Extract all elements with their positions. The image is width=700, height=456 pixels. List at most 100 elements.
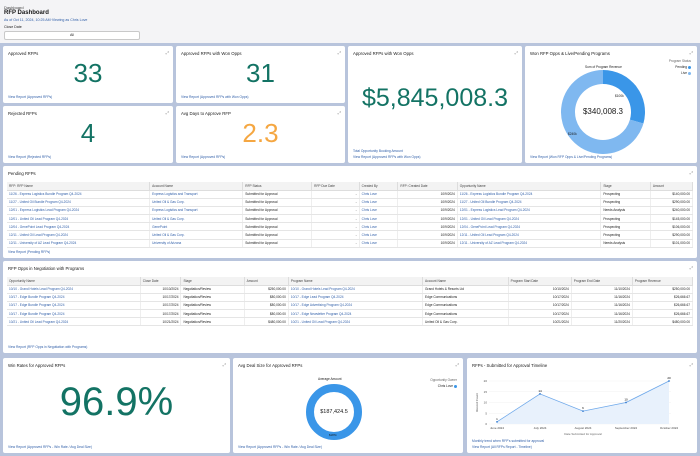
as-of-link[interactable]: As of Oct 11, 2024, 10:25 AM·Viewing as …: [4, 18, 88, 22]
table-cell-link[interactable]: 12/01 - United Oil Lead Program Q4-2024: [7, 214, 151, 224]
table-cell-link[interactable]: 10/17 - Edge Newsletter Program Q4-2024: [288, 309, 424, 319]
view-report-link[interactable]: View Report (Rejected RFPs): [8, 155, 52, 159]
metric-value: 31: [246, 58, 275, 88]
table-cell-link[interactable]: United Oil & Gas Corp.: [149, 198, 244, 207]
data-point[interactable]: [496, 420, 498, 423]
table-cell: $80,000.00: [244, 301, 289, 311]
column-header[interactable]: Program Name: [288, 277, 424, 286]
table-cell-link[interactable]: 12/11 - United Oil Lead Program Q4-2024: [7, 230, 151, 240]
table-cell-link[interactable]: 12/04 - GenePoint Lead Program Q4-2024: [7, 222, 151, 232]
table-cell-link[interactable]: 10/17 - Edge Lead Program Q4-2024: [288, 293, 424, 302]
table-cell-link[interactable]: Chris Love: [359, 206, 399, 216]
table-cell-link[interactable]: 10/17 - Edge Bundle Program Q4-2024: [7, 301, 141, 311]
view-report-link[interactable]: View Report (Approved RFPs): [8, 95, 53, 99]
table-cell-link[interactable]: 12/01 - United Oil Lead Program Q4-2024: [457, 214, 602, 224]
expand-icon[interactable]: ⤢: [165, 110, 169, 115]
table-cell-link[interactable]: 12/01 - Express Logistics Lead Program Q…: [457, 206, 602, 216]
data-point[interactable]: [539, 393, 541, 395]
table-cell-link[interactable]: 10/21 - United Oil Lead Program Q4-2024: [7, 317, 141, 327]
table-cell-link[interactable]: 12/11 - United Oil Lead Program Q4-2024: [457, 230, 602, 240]
expand-icon[interactable]: ⤢: [689, 362, 693, 367]
column-header[interactable]: Program Revenue: [632, 277, 694, 286]
table-cell-link[interactable]: 10/21 - United Oil Lead Program Q4-2024: [288, 317, 424, 327]
view-report-link[interactable]: View Report (Approved RFPs - Win Rate / …: [8, 445, 92, 449]
column-header[interactable]: Stage: [180, 277, 245, 286]
column-header[interactable]: Program Start Date: [508, 277, 572, 286]
table-cell-link[interactable]: 10/17 - Edge Bundle Program Q4-2024: [7, 309, 141, 319]
expand-icon[interactable]: ⤢: [514, 50, 518, 55]
donut-slice[interactable]: [561, 70, 644, 154]
column-header[interactable]: Opportunity Name: [457, 182, 602, 191]
close-date-filter[interactable]: All: [4, 31, 140, 40]
data-point[interactable]: [582, 410, 584, 412]
data-label: 14: [538, 389, 542, 393]
data-label: 1: [496, 417, 498, 421]
table-cell-link[interactable]: Chris Love: [359, 230, 399, 240]
column-header[interactable]: Close Date: [140, 277, 182, 286]
table-cell: $26,666.67: [632, 301, 694, 311]
column-header[interactable]: Account Name: [149, 182, 244, 191]
column-header[interactable]: RFP Status: [242, 182, 313, 191]
column-header[interactable]: Account Name: [422, 277, 509, 286]
table-cell-link[interactable]: Chris Love: [359, 214, 399, 224]
view-report-link[interactable]: View Report (Approved RFPs with Won Opps…: [181, 95, 249, 99]
filter-label: Close Date: [4, 25, 22, 29]
donut-slice[interactable]: [603, 70, 645, 124]
table-cell-link[interactable]: Chris Love: [359, 190, 399, 199]
table-cell-link[interactable]: 11/27 - United Oil Bundle Program Q4-202…: [7, 198, 151, 207]
table-cell-link[interactable]: Chris Love: [359, 239, 399, 248]
view-report-link[interactable]: View Report (Won RFP Opps & Live/Pending…: [530, 155, 613, 159]
view-report-link[interactable]: View Report (RFP Opps in Negotiation wit…: [8, 345, 88, 349]
table-cell-link[interactable]: 10/10 - Grand Hotels Lead Program Q4-202…: [7, 285, 141, 294]
table-cell: Submitted for Approval: [242, 198, 313, 207]
column-header[interactable]: Amount: [244, 277, 289, 286]
expand-icon[interactable]: ⤢: [455, 362, 459, 367]
table-cell-link[interactable]: University of Arizona: [149, 239, 244, 248]
table-cell-link[interactable]: 10/10 - Grand Hotels Lead Program Q4-202…: [288, 285, 424, 294]
column-header[interactable]: RFP Due Date: [311, 182, 360, 191]
expand-icon[interactable]: ⤢: [689, 265, 693, 270]
column-header[interactable]: Program End Date: [571, 277, 633, 286]
table-cell-link[interactable]: 12/04 - GenePoint Lead Program Q4-2024: [457, 222, 602, 232]
column-header[interactable]: Stage: [600, 182, 651, 191]
slice-label: $240k: [568, 132, 577, 136]
column-header[interactable]: Created By: [359, 182, 399, 191]
table-cell: Edge Communications: [422, 309, 509, 319]
view-report-link[interactable]: View Report (All RFPs Report - Timeline): [472, 445, 532, 449]
view-report-link[interactable]: View Report (Approved RFPs): [181, 155, 226, 159]
expand-icon[interactable]: ⤢: [689, 170, 693, 175]
column-header[interactable]: RFP: Created Date: [397, 182, 458, 191]
view-report-link[interactable]: View Report (Pending RFPs): [8, 250, 51, 254]
table-cell-link[interactable]: 12/01 - Express Logistics Lead Program Q…: [7, 206, 151, 216]
table-cell-link[interactable]: Chris Love: [359, 198, 399, 207]
table-cell-link[interactable]: 10/17 - Edge Bundle Program Q4-2024: [7, 293, 141, 302]
expand-icon[interactable]: ⤢: [222, 362, 226, 367]
x-axis-label: Date Submitted for Approval: [564, 432, 602, 436]
chart-subtitle: Average Amount: [318, 377, 342, 381]
table-cell-link[interactable]: 11/26 - Express Logistics Bundle Program…: [7, 190, 151, 199]
table-cell: 10/9/2024: [397, 198, 458, 207]
data-point[interactable]: [625, 401, 627, 404]
table-cell-link[interactable]: Express Logistics and Transport: [149, 206, 244, 216]
expand-icon[interactable]: ⤢: [165, 50, 169, 55]
table-cell-link[interactable]: 10/17 - Edge Advertising Program Q4-2024: [288, 301, 424, 311]
expand-icon[interactable]: ⤢: [337, 50, 341, 55]
table-cell-link[interactable]: 11/27 - United Oil Bundle Program Q4-202…: [457, 198, 602, 207]
table-cell-link[interactable]: United Oil & Gas Corp.: [149, 230, 244, 240]
table-cell-link[interactable]: GenePoint: [149, 222, 244, 232]
data-point[interactable]: [668, 380, 670, 382]
view-report-link[interactable]: View Report (Approved RFPs with Won Opps…: [353, 155, 421, 159]
donut-slice[interactable]: [306, 384, 362, 440]
table-cell-link[interactable]: 11/26 - Express Logistics Bundle Program…: [457, 190, 602, 199]
column-header[interactable]: Opportunity Name: [7, 277, 141, 286]
table-cell-link[interactable]: 12/11 - University of AZ Lead Program Q4…: [457, 239, 602, 248]
expand-icon[interactable]: ⤢: [337, 110, 341, 115]
column-header[interactable]: RFP: RFP Name: [7, 182, 151, 191]
table-cell-link[interactable]: Chris Love: [359, 222, 399, 232]
view-report-link[interactable]: View Report (Approved RFPs - Win Rate / …: [238, 445, 322, 449]
table-cell-link[interactable]: Express Logistics and Transport: [149, 190, 244, 199]
table-cell-link[interactable]: United Oil & Gas Corp.: [149, 214, 244, 224]
column-header[interactable]: Amount: [650, 182, 694, 191]
expand-icon[interactable]: ⤢: [689, 50, 693, 55]
table-cell-link[interactable]: 12/11 - University of AZ Lead Program Q4…: [7, 239, 151, 248]
